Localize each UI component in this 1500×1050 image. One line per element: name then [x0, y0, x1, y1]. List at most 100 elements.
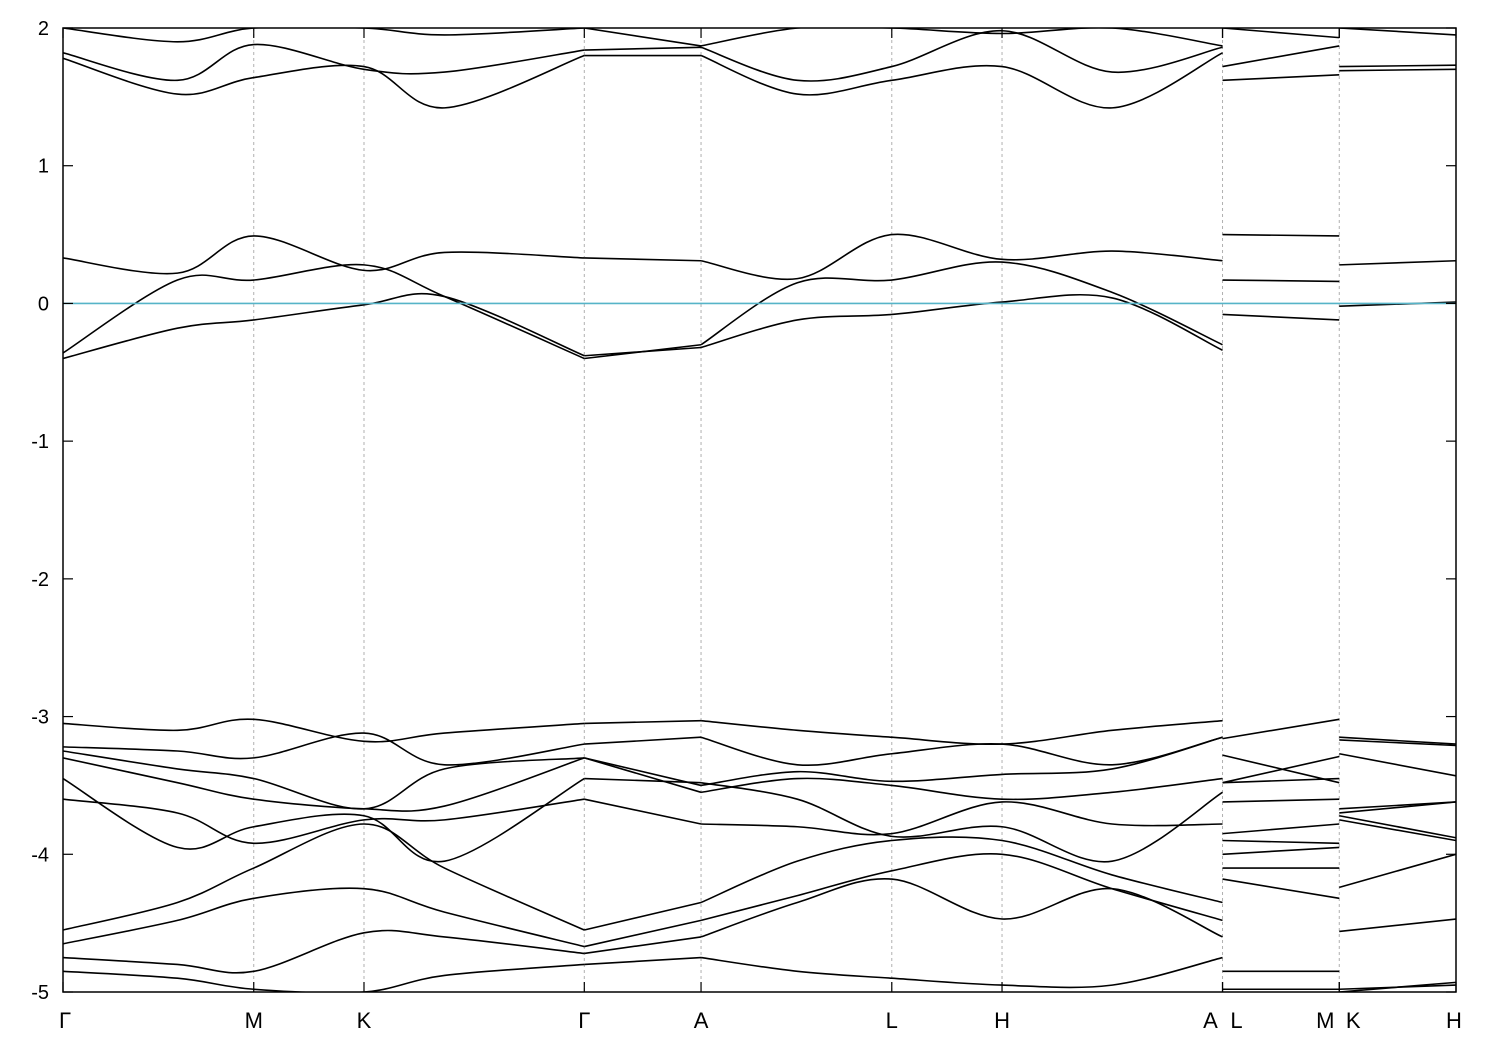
- band-line-seg3-b12: [1222, 839, 1340, 845]
- band-line-seg0-b12: [63, 823, 585, 931]
- band-line-seg4-b3: [1339, 64, 1456, 68]
- band-line-seg4-b10: [1339, 814, 1456, 839]
- band-line-seg2-b8: [700, 736, 1223, 787]
- y-tick-label: 1: [38, 156, 49, 178]
- kpoint-label: K: [1346, 1008, 1361, 1033]
- band-line-seg3-b15: [1222, 878, 1340, 900]
- band-line-seg1-b15: [584, 956, 702, 966]
- band-line-seg0-b7: [63, 732, 585, 766]
- band-line-seg4-b2: [1339, 68, 1456, 72]
- kpoint-label: A: [1203, 1008, 1218, 1033]
- band-line-seg0-b5: [63, 28, 585, 43]
- band-line-seg2-b3: [700, 52, 1223, 109]
- band-line-seg0-b3: [63, 54, 585, 109]
- band-line-seg0-b0: [63, 292, 585, 360]
- band-line-seg4-b5: [1339, 736, 1456, 745]
- y-tick-label: -3: [31, 707, 49, 729]
- band-line-seg0-b15: [63, 963, 585, 992]
- band-line-seg0-b14: [63, 929, 585, 974]
- band-line-seg4-b6: [1339, 739, 1456, 747]
- y-tick-label: -2: [31, 569, 49, 591]
- kpoint-label: M: [1316, 1008, 1334, 1033]
- band-line-seg0-b6: [63, 718, 585, 743]
- band-line-seg2-b5: [700, 28, 1223, 47]
- y-tick-label: -5: [31, 982, 49, 1004]
- band-line-seg0-b9: [63, 757, 585, 812]
- y-tick-label: -1: [31, 431, 49, 453]
- band-layer: [63, 28, 1456, 992]
- band-line-seg2-b11: [701, 801, 1223, 836]
- y-tick-label: 2: [38, 18, 49, 40]
- y-tick-label: -4: [31, 844, 49, 866]
- kpoint-label: Γ: [578, 1008, 590, 1033]
- band-line-seg4-b9: [1339, 801, 1456, 814]
- band-line-seg4-b15: [1339, 984, 1456, 991]
- kpoint-label: A: [694, 1008, 709, 1033]
- band-line-seg1-b5: [584, 28, 702, 47]
- band-line-seg4-b12: [1339, 853, 1456, 889]
- band-line-seg4-b1: [1339, 259, 1456, 266]
- band-line-seg3-b1: [1222, 279, 1340, 283]
- band-line-seg2-b4: [700, 29, 1223, 82]
- kpoint-label: M: [245, 1008, 263, 1033]
- band-line-seg3-b9: [1222, 777, 1340, 784]
- kpoint-label: H: [1446, 1008, 1462, 1033]
- band-line-seg3-b6: [1222, 718, 1340, 740]
- band-line-seg0-b2: [63, 235, 585, 275]
- plot-frame: [62, 27, 1457, 993]
- band-line-seg4-b11: [1339, 819, 1456, 842]
- band-line-seg0-b4: [63, 43, 585, 82]
- band-line-seg0-b8: [63, 750, 585, 810]
- band-line-seg3-b13: [1222, 846, 1340, 856]
- band-line-seg2-b14: [700, 877, 1223, 938]
- band-line-seg1-b1: [584, 343, 702, 360]
- kpoint-label: L: [886, 1008, 898, 1033]
- band-line-seg3-b11: [1222, 823, 1340, 835]
- plot-border: [62, 27, 1457, 993]
- band-line-seg1-b14: [584, 936, 702, 955]
- kpoint-label: K: [357, 1008, 372, 1033]
- band-line-seg1-b9: [584, 757, 702, 794]
- band-line-seg1-b4: [584, 46, 702, 51]
- kpoint-label: Γ: [59, 1008, 71, 1033]
- kpoint-label: L: [1230, 1008, 1242, 1033]
- band-line-seg1-b2: [584, 257, 702, 262]
- band-line-seg1-b6: [584, 719, 702, 725]
- band-line-seg0-b1: [63, 263, 585, 360]
- band-line-seg2-b15: [700, 956, 1223, 989]
- band-line-seg2-b13: [700, 853, 1223, 922]
- band-line-seg2-b2: [700, 233, 1223, 281]
- band-line-seg4-b13: [1339, 918, 1456, 933]
- kpoint-label: H: [994, 1008, 1010, 1033]
- band-line-seg3-b0: [1222, 313, 1340, 321]
- band-line-seg0-b11: [63, 798, 585, 845]
- band-line-seg1-b12: [584, 901, 702, 931]
- band-line-seg3-b10: [1222, 798, 1340, 803]
- band-line-seg2-b9: [700, 777, 1223, 801]
- band-line-seg0-b13: [63, 887, 585, 948]
- band-line-seg4-b7: [1339, 752, 1456, 777]
- band-line-seg4-b4: [1339, 28, 1456, 36]
- band-line-seg3-b2: [1222, 233, 1340, 237]
- band-line-seg3-b8: [1222, 755, 1340, 784]
- band-line-seg1-b13: [584, 919, 702, 948]
- band-line-seg2-b0: [700, 293, 1223, 351]
- band-line-seg1-b11: [584, 798, 702, 825]
- band-line-seg3-b5: [1222, 28, 1340, 39]
- y-axis-ticks: -5 -4 -3 -2 -1 0 1 2: [31, 18, 1456, 1004]
- grid-layer: [253, 28, 1340, 992]
- band-line-seg2-b1: [700, 261, 1223, 346]
- band-line-seg1-b7: [584, 736, 702, 745]
- band-line-seg2-b6: [700, 719, 1223, 746]
- band-line-seg0-b10: [63, 777, 585, 863]
- band-line-seg1-b8: [584, 757, 702, 787]
- band-line-seg1-b10: [584, 777, 702, 784]
- band-line-seg3-b4: [1222, 45, 1340, 68]
- band-line-seg2-b10: [700, 781, 1223, 863]
- band-line-seg2-b7: [700, 736, 1223, 767]
- band-line-seg2-b12: [700, 836, 1223, 904]
- band-line-seg3-b3: [1222, 74, 1340, 82]
- y-tick-label: 0: [38, 293, 49, 315]
